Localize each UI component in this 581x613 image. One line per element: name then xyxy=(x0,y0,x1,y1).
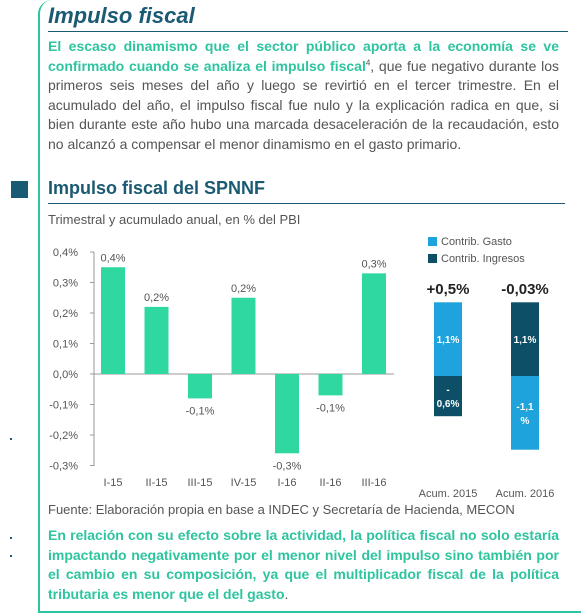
footnote-ref: 4 xyxy=(365,57,371,67)
intro-paragraph: El escaso dinamismo que el sector públic… xyxy=(48,37,559,154)
quarter-bar-label: 0,2% xyxy=(144,292,169,304)
x-tick-label: II-16 xyxy=(319,477,341,489)
legend-swatch xyxy=(428,237,437,246)
y-tick-label: -0,1% xyxy=(49,400,78,412)
section-divider xyxy=(48,203,565,204)
accum-bar-label: 1,1% xyxy=(437,335,460,346)
quarter-bar-label: 0,2% xyxy=(231,283,256,295)
accum-bar-segment xyxy=(434,376,462,417)
section-title: Impulso fiscal del SPNNF xyxy=(48,178,266,198)
accum-bar-segment xyxy=(511,376,539,450)
accum-total-label: -0,03% xyxy=(501,281,549,298)
conclusion-paragraph: En relación con su efecto sobre la activ… xyxy=(48,526,559,604)
accum-bar-label: - xyxy=(446,385,449,396)
y-tick-label: 0,1% xyxy=(53,339,78,351)
x-tick-label: I-15 xyxy=(104,477,123,489)
page-title: Impulso fiscal xyxy=(48,3,195,28)
legend-label: Contrib. Ingresos xyxy=(441,253,525,265)
accum-bar-segment xyxy=(434,302,462,376)
fiscal-impulse-chart: 0,4%0,3%0,2%0,1%0,0%-0,1%-0,2%-0,3%0,4%I… xyxy=(49,236,555,500)
y-tick-label: 0,4% xyxy=(53,247,78,259)
accum-category-label: Acum. 2016 xyxy=(496,488,555,500)
x-tick-label: II-15 xyxy=(145,477,167,489)
section-marker xyxy=(11,181,28,198)
quarter-bar xyxy=(144,306,169,374)
accum-bar-label: 0,6% xyxy=(437,399,460,410)
title-divider xyxy=(48,31,568,32)
quarter-bar xyxy=(231,297,256,374)
intro-highlight: El escaso dinamismo que el sector públic… xyxy=(48,38,559,74)
accum-bar-label: 1,1% xyxy=(514,335,537,346)
y-tick-label: -0,2% xyxy=(49,430,78,442)
quarter-bar-label: -0,3% xyxy=(273,460,302,472)
intro-rest: , que fue negativo durante los primeros … xyxy=(48,57,559,152)
y-tick-label: 0,0% xyxy=(53,369,78,381)
quarter-bar-label: -0,1% xyxy=(316,402,345,414)
y-tick-label: -0,3% xyxy=(49,461,78,473)
quarter-bar xyxy=(275,374,299,454)
accum-bar-segment xyxy=(511,302,539,376)
quarter-bar-label: -0,1% xyxy=(186,405,215,417)
x-tick-label: III-15 xyxy=(187,477,212,489)
conclusion-tail: . xyxy=(284,585,289,602)
y-tick-label: 0,2% xyxy=(53,308,78,320)
x-tick-label: I-16 xyxy=(278,477,297,489)
x-tick-label: IV-15 xyxy=(231,477,257,489)
accum-bar-label: -1,1 xyxy=(516,402,534,413)
quarter-bar xyxy=(318,374,343,396)
margin-marks xyxy=(10,438,12,557)
source-note: Fuente: Elaboración propia en base a IND… xyxy=(48,502,515,517)
quarter-bar xyxy=(188,374,212,399)
accum-category-label: Acum. 2015 xyxy=(419,488,478,500)
accum-bar-label: % xyxy=(521,416,530,427)
quarter-bar-label: 0,4% xyxy=(100,252,125,264)
legend-label: Contrib. Gasto xyxy=(441,236,512,248)
quarter-bar xyxy=(362,273,386,374)
legend-swatch xyxy=(428,254,437,263)
accum-total-label: +0,5% xyxy=(427,281,470,298)
chart-subtitle: Trimestral y acumulado anual, en % del P… xyxy=(48,212,301,227)
conclusion-text: En relación con su efecto sobre la activ… xyxy=(48,527,559,602)
quarter-bar xyxy=(101,267,125,374)
x-tick-label: III-16 xyxy=(361,477,386,489)
quarter-bar-label: 0,3% xyxy=(361,258,386,270)
page-frame xyxy=(38,0,581,613)
y-tick-label: 0,3% xyxy=(53,278,78,290)
